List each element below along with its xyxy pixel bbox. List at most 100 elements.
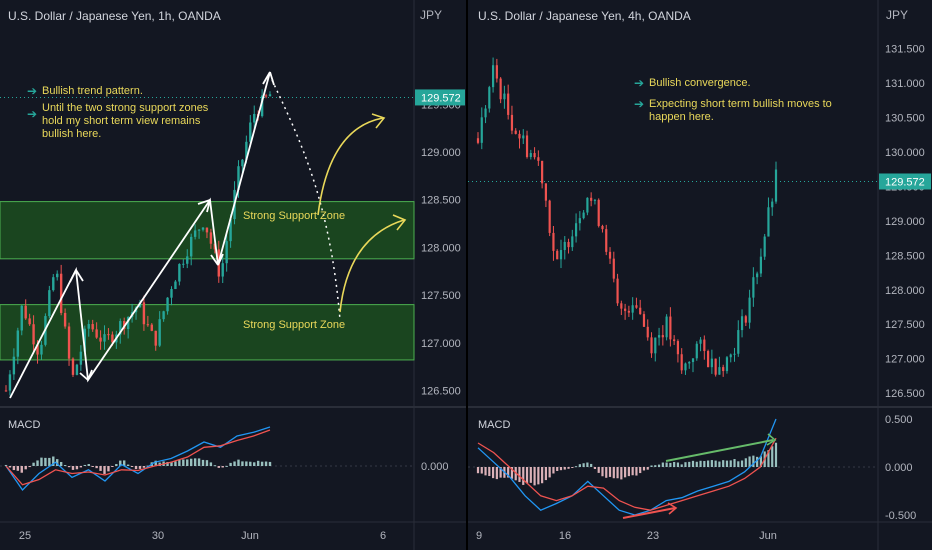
x-tick-label: Jun — [241, 530, 259, 542]
macd-histogram-bar — [229, 462, 232, 466]
price-chart-1h[interactable]: 126.500 127.000 127.500 128.000 128.500 129.0… — [0, 0, 466, 550]
x-tick-label: 16 — [559, 530, 571, 542]
macd-histogram-bar — [756, 456, 759, 467]
arrow-head-icon — [69, 269, 77, 283]
macd-histogram-bar — [111, 466, 114, 467]
candle-body — [166, 297, 169, 312]
signal-line — [5, 429, 271, 486]
macd-histogram-bar — [56, 459, 59, 466]
candle-body — [503, 93, 506, 100]
macd-histogram-bar — [544, 467, 547, 481]
macd-histogram-bar — [767, 450, 770, 467]
macd-histogram-bar — [616, 467, 619, 479]
candle-body — [748, 297, 751, 323]
macd-histogram-bar — [673, 462, 676, 467]
macd-histogram-bar — [608, 467, 612, 477]
macd-histogram-bar — [52, 456, 55, 466]
macd-histogram-bar — [582, 463, 585, 467]
candle-body — [669, 316, 672, 340]
candle-body — [83, 328, 87, 352]
x-tick-label: Jun — [759, 530, 777, 542]
zone-label: Strong Support Zone — [243, 210, 346, 222]
candle-body — [631, 305, 634, 313]
candle-body — [608, 251, 612, 259]
panel-divider[interactable] — [466, 0, 468, 550]
chart-panel-4h[interactable]: 126.500 127.000 127.500 128.000 128.500 129.0… — [468, 0, 932, 550]
macd-histogram-bar — [710, 460, 713, 467]
candle-body — [201, 227, 205, 230]
candle-body — [495, 65, 498, 79]
y-tick-label: 126.500 — [885, 388, 925, 400]
arrow-head-icon — [87, 369, 93, 381]
macd-histogram-bar — [759, 456, 763, 467]
projection-dotted-path — [271, 79, 341, 321]
candle-body — [63, 312, 67, 327]
divergence-line-red — [622, 507, 676, 519]
macd-histogram-bar — [138, 466, 142, 469]
candle-body — [107, 334, 110, 336]
candle-body — [8, 374, 12, 391]
price-chart-4h[interactable]: 126.500 127.000 127.500 128.000 128.500 129.0… — [468, 0, 932, 550]
macd-histogram-bar — [40, 457, 43, 466]
macd-histogram-bar — [225, 465, 228, 467]
candle-body — [510, 114, 514, 131]
macd-histogram-bar — [740, 460, 744, 467]
candle-body — [499, 78, 502, 100]
y-tick-label: 128.000 — [421, 242, 461, 254]
candle-body — [16, 330, 20, 357]
projection-arrow-up — [317, 117, 384, 216]
macd-histogram-bar — [197, 458, 201, 466]
convergence-line-green — [665, 439, 774, 462]
candle-body — [488, 87, 491, 109]
candle-body — [253, 113, 256, 123]
macd-histogram-bar — [725, 460, 729, 467]
candle-body — [87, 324, 90, 329]
y-tick-label: 130.500 — [885, 113, 925, 125]
macd-tick-label: 0.000 — [885, 462, 913, 474]
candle-body — [67, 326, 71, 359]
macd-histogram-bar — [529, 467, 532, 483]
candle-body — [522, 135, 525, 139]
last-price-label: 129.572 — [421, 92, 461, 104]
macd-histogram-bar — [639, 467, 642, 474]
candle-body — [12, 356, 16, 375]
y-tick-label: 131.000 — [885, 78, 925, 90]
arrow-head-icon — [667, 502, 678, 515]
macd-histogram-bar — [571, 467, 574, 468]
macd-histogram-bar — [627, 467, 630, 477]
macd-histogram-bar — [665, 462, 668, 467]
chart-title: U.S. Dollar / Japanese Yen, 1h, OANDA — [8, 9, 221, 23]
macd-histogram-bar — [134, 466, 138, 470]
macd-histogram-bar — [680, 464, 683, 467]
macd-histogram-bar — [499, 467, 502, 478]
candle-body — [586, 197, 589, 213]
macd-histogram-bar — [217, 466, 220, 468]
macd-histogram-bar — [166, 461, 169, 466]
macd-histogram-bar — [737, 461, 740, 467]
macd-histogram-bar — [253, 462, 256, 466]
candle-body — [740, 316, 744, 331]
macd-histogram-bar — [612, 467, 615, 479]
macd-histogram-bar — [174, 461, 177, 466]
macd-histogram-bar — [495, 467, 498, 480]
candle-body — [590, 197, 593, 201]
macd-histogram-bar — [722, 460, 725, 467]
candle-body — [197, 229, 201, 231]
candle-body — [150, 324, 153, 331]
macd-histogram-bar — [605, 467, 608, 478]
macd-histogram-bar — [688, 461, 691, 467]
macd-histogram-bar — [119, 460, 122, 466]
y-tick-label: 127.500 — [885, 319, 925, 331]
candle-body — [567, 241, 570, 248]
candle-body — [729, 354, 732, 358]
chart-panel-1h[interactable]: 126.500 127.000 127.500 128.000 128.500 129.0… — [0, 0, 466, 550]
macd-histogram-bar — [20, 466, 23, 473]
y-tick-label: 129.000 — [885, 216, 925, 228]
macd-histogram-bar — [142, 466, 146, 468]
candle-body — [544, 183, 547, 201]
macd-histogram-bar — [71, 466, 75, 470]
macd-histogram-bar — [91, 466, 94, 467]
candle-body — [533, 153, 536, 158]
candle-body — [548, 200, 551, 233]
macd-histogram-bar — [205, 460, 209, 466]
